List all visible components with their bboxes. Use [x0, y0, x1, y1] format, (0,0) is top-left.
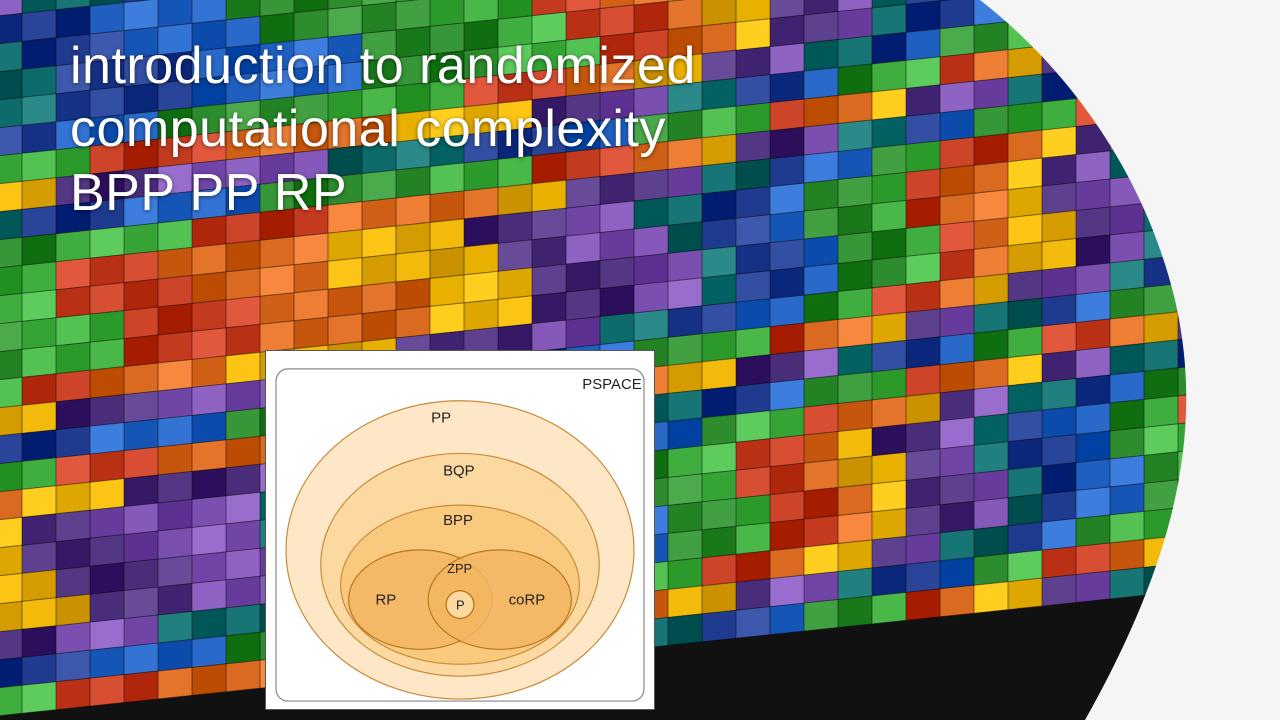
label-pp: PP — [431, 411, 451, 427]
label-rp: RP — [375, 593, 396, 609]
complexity-diagram-panel: PSPACE PP BQP BPP RP coRP P ZPP — [265, 350, 655, 710]
label-bqp: BQP — [443, 463, 475, 479]
label-zpp: ZPP — [447, 561, 472, 576]
label-p: P — [456, 598, 465, 613]
slide-title: introduction to randomizedcomputational … — [70, 35, 970, 225]
label-bpp: BPP — [443, 513, 473, 529]
complexity-ellipses — [286, 401, 634, 699]
label-pspace: PSPACE — [582, 377, 641, 393]
complexity-diagram-svg: PSPACE PP BQP BPP RP coRP P ZPP — [266, 351, 654, 709]
slide-stage: introduction to randomizedcomputational … — [0, 0, 1280, 720]
label-corp: coRP — [509, 593, 546, 609]
